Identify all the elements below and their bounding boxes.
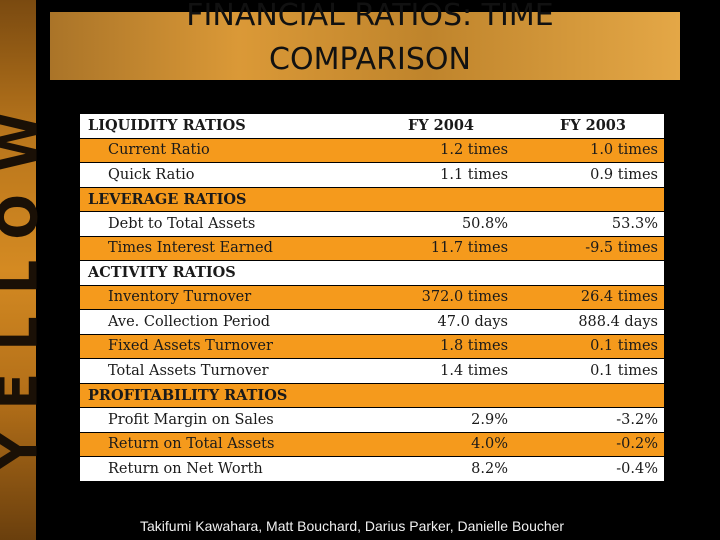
section-row: LEVERAGE RATIOS [80,186,664,212]
side-banner [0,0,36,540]
table-row: Times Interest Earned 11.7 times -9.5 ti… [80,235,664,261]
table-row: Total Assets Turnover 1.4 times 0.1 time… [80,358,664,383]
table-row: Quick Ratio 1.1 times 0.9 times [80,162,664,187]
row-label: Return on Total Assets [80,431,365,457]
row-label: Return on Net Worth [80,456,365,481]
row-fy2003: 53.3% [514,211,664,236]
table-row: Fixed Assets Turnover 1.8 times 0.1 time… [80,333,664,359]
row-label: Current Ratio [80,137,365,163]
table-row: Return on Total Assets 4.0% -0.2% [80,431,664,457]
row-fy2004: 372.0 times [364,284,515,310]
row-fy2003: -0.4% [514,456,664,481]
row-fy2004 [364,260,515,285]
row-label: Inventory Turnover [80,284,365,310]
row-fy2004: 11.7 times [364,235,515,261]
section-label: LEVERAGE RATIOS [80,186,365,212]
row-fy2004: 8.2% [364,456,515,481]
slide-title: FINANCIAL RATIOS: TIME COMPARISON [186,0,554,77]
header-divider [36,18,50,80]
row-fy2003: 888.4 days [514,309,664,334]
row-label: Debt to Total Assets [80,211,365,236]
row-fy2003: -0.2% [514,431,664,457]
table-row: Return on Net Worth 8.2% -0.4% [80,456,664,481]
row-fy2004: 47.0 days [364,309,515,334]
row-fy2004: 2.9% [364,407,515,432]
table-row: Profit Margin on Sales 2.9% -3.2% [80,407,664,432]
row-fy2004: 1.2 times [364,137,515,163]
row-fy2004 [364,186,515,212]
row-label: Times Interest Earned [80,235,365,261]
row-fy2003 [514,260,664,285]
header-band [50,12,680,80]
row-label: Quick Ratio [80,162,365,187]
row-fy2004: 50.8% [364,211,515,236]
footer-authors: Takifumi Kawahara, Matt Bouchard, Darius… [140,518,565,534]
section-label: PROFITABILITY RATIOS [80,382,365,408]
row-fy2003 [514,186,664,212]
table-row: Inventory Turnover 372.0 times 26.4 time… [80,284,664,310]
header-liquidity-label: LIQUIDITY RATIOS [80,113,365,138]
header-fy2003: FY 2003 [514,113,664,138]
row-fy2003: -3.2% [514,407,664,432]
table-row: Debt to Total Assets 50.8% 53.3% [80,211,664,236]
row-fy2003 [514,382,664,408]
row-fy2004: 1.8 times [364,333,515,359]
section-label: ACTIVITY RATIOS [80,260,365,285]
row-label: Total Assets Turnover [80,358,365,383]
table-header-row: LIQUIDITY RATIOS FY 2004 FY 2003 [80,113,664,138]
table-row: Current Ratio 1.2 times 1.0 times [80,137,664,163]
row-label: Profit Margin on Sales [80,407,365,432]
row-fy2003: 0.1 times [514,358,664,383]
row-fy2003: 1.0 times [514,137,664,163]
side-word: YELLOW [0,89,50,471]
row-label: Ave. Collection Period [80,309,365,334]
row-fy2004: 1.4 times [364,358,515,383]
row-label: Fixed Assets Turnover [80,333,365,359]
row-fy2004: 4.0% [364,431,515,457]
row-fy2003: 0.1 times [514,333,664,359]
row-fy2003: -9.5 times [514,235,664,261]
section-row: PROFITABILITY RATIOS [80,382,664,408]
table-row: Ave. Collection Period 47.0 days 888.4 d… [80,309,664,334]
row-fy2004: 1.1 times [364,162,515,187]
ratios-table: LIQUIDITY RATIOS FY 2004 FY 2003 Current… [80,113,664,481]
section-row: ACTIVITY RATIOS [80,260,664,285]
row-fy2003: 0.9 times [514,162,664,187]
row-fy2003: 26.4 times [514,284,664,310]
header-fy2004: FY 2004 [364,113,515,138]
row-fy2004 [364,382,515,408]
